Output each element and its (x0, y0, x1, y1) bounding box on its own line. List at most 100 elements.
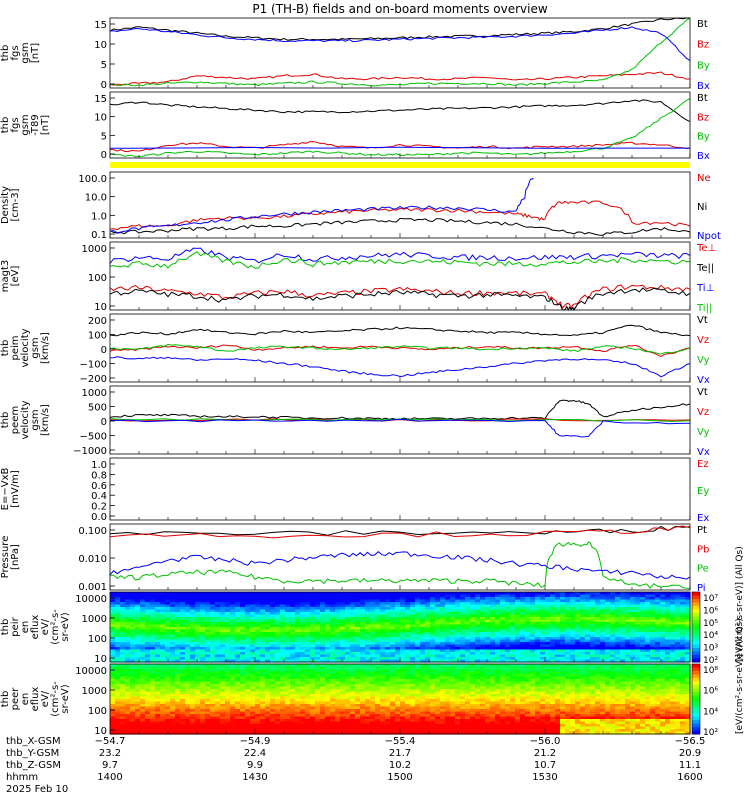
legend-Vy: Vy (697, 355, 710, 366)
legend-Pi: Pi (697, 583, 706, 594)
ephemeris-value: −56.5 (675, 736, 706, 747)
y-tick-label: 1.0 (91, 460, 107, 471)
legend-Vx: Vx (697, 447, 710, 458)
legend-Pt: Pt (697, 525, 707, 536)
y-tick-label: 5 (101, 131, 107, 142)
panel-frame (109, 457, 691, 521)
y-axis-label: peer (10, 687, 21, 711)
y-axis-label: gsm (20, 114, 31, 135)
panel-temperature: Te⊥ Te|| Ti⊥ Ti|| 1000 100 10 magt3 [eV] (0, 241, 716, 314)
ephemeris-value: 1430 (242, 772, 267, 783)
y-axis-label: (cm²-s- (50, 681, 61, 717)
panel-density: Ne Ni Npot 100.0 10.0 1.0 0.1 Density [cm-3] (0, 171, 721, 242)
y-axis-label: thb (0, 45, 11, 62)
colorbar-peer: 10⁸ 10⁶ 10⁴ 10² [eV/(cm²-s-sr-eV)] (All Qs) (691, 618, 745, 738)
y-tick-label: 10 (94, 40, 107, 51)
y-axis-label: [mV/m] (10, 470, 21, 508)
colorbar-tick: 10⁶ (703, 606, 718, 616)
y-tick-label: 15 (94, 94, 107, 105)
panel-fgs-dsl: Bt Bz By Bx 15 10 5 0 thb fgs gsm -T89 [nT] (0, 91, 710, 162)
y-tick-label: 1000 (82, 614, 107, 625)
legend-Ey: Ey (697, 486, 709, 497)
panel-peir: 10⁷ 10⁶ 10⁵ 10⁴ 10³ 10² [eV/(cm²-s-sr-eV)] (Al… (0, 546, 745, 666)
y-axis-label: gsm (30, 337, 41, 358)
ephemeris-label: hhmm (6, 772, 38, 783)
legend-Bz: Bz (697, 40, 709, 51)
legend-Ne: Ne (697, 173, 711, 184)
ephemeris-value: 21.7 (389, 748, 411, 759)
y-tick-label: 0.6 (91, 481, 107, 492)
y-tick-label: 10000 (75, 594, 107, 605)
y-tick-label: 0 (101, 345, 107, 356)
ephemeris-value: 1530 (532, 772, 557, 783)
series-line-Te|| (109, 287, 691, 312)
y-axis-label: peim (10, 335, 21, 360)
ephemeris-value: 1600 (677, 772, 702, 783)
ephemeris-value: 10.7 (534, 760, 556, 771)
y-axis-label: [km/s] (40, 332, 51, 364)
legend-Vt: Vt (697, 387, 708, 398)
y-tick-label: 10 (94, 302, 107, 313)
colorbar-tick: 10⁷ (703, 594, 718, 604)
series-line-Pe (109, 541, 691, 589)
series-line-Pb (109, 525, 691, 539)
series-line-Bx (109, 26, 691, 62)
y-tick-label: 0 (101, 417, 107, 428)
y-tick-label: 100 (88, 706, 107, 717)
y-axis-label: Pressure (0, 536, 11, 579)
series-line-Ne (109, 200, 691, 231)
colorbar-tick: 10² (703, 728, 718, 738)
colorbar-tick: 10⁸ (703, 666, 718, 676)
y-axis-label: Density (0, 186, 11, 224)
y-axis-label: -T89 (30, 114, 41, 136)
series-line-Bx (109, 146, 690, 149)
legend-Te||: Te|| (696, 263, 714, 274)
panel-pressure: Pt Pb Pe Pi 0.100 0.010 0.001 Pressure [nPa] (0, 523, 709, 594)
y-tick-label: 0.001 (78, 582, 107, 593)
y-tick-label: 0.010 (78, 554, 107, 565)
y-axis-label: E=−VxB (0, 468, 11, 511)
colorbar-tick: 10⁴ (703, 631, 718, 641)
y-tick-label: 0 (101, 150, 107, 161)
status-bar (110, 162, 690, 168)
y-tick-label: 5 (101, 60, 107, 71)
y-tick-label: −500 (80, 432, 107, 443)
y-tick-label: 10 (94, 654, 107, 665)
legend-Te⊥: Te⊥ (696, 243, 716, 254)
series-line-Vz (109, 344, 691, 358)
legend-Bx: Bx (697, 81, 710, 92)
y-tick-label: 1000 (82, 244, 107, 255)
y-tick-label: 100.0 (78, 174, 107, 185)
ephemeris-value: 21.2 (534, 748, 556, 759)
y-axis-label: eV/ (40, 618, 51, 635)
ephemeris-value: 1400 (97, 772, 122, 783)
y-axis-label: thb (0, 619, 11, 636)
legend-Ni: Ni (697, 202, 707, 213)
y-axis-label: [nPa] (10, 544, 21, 570)
colorbar-label: [eV/(cm²-s-sr-eV)] (All Qs) (735, 618, 745, 734)
legend-Bt: Bt (697, 93, 708, 104)
y-tick-label: 100 (88, 634, 107, 645)
y-axis-label: peir (10, 616, 21, 636)
panel-fgs: Bt Bz By Bx 15 10 5 0 thb fgs gsm [nT] (0, 17, 710, 92)
series-line-Bz (109, 140, 691, 153)
y-axis-label: [nT] (40, 115, 51, 135)
y-axis-label: velocity (20, 400, 31, 439)
y-tick-label: 10 (94, 113, 107, 124)
series-line-Vt (109, 324, 691, 337)
y-axis-label: thb (0, 117, 11, 134)
ephemeris-label: thb_Z-GSM (6, 760, 61, 771)
ephemeris-value: 22.4 (244, 748, 266, 759)
series-line-Vy (109, 343, 691, 355)
y-axis-label: thb (0, 412, 11, 429)
series-line-Ni (109, 217, 691, 236)
ephemeris-value: 10.2 (389, 760, 411, 771)
legend-Ez: Ez (697, 459, 709, 470)
y-axis-label: eflux (30, 687, 41, 712)
y-tick-label: 15 (94, 20, 107, 31)
series-line-Bt (109, 17, 690, 41)
y-axis-label: gsm (20, 42, 31, 63)
series-line-Npot (109, 177, 534, 234)
y-tick-label: 0.2 (91, 502, 107, 513)
